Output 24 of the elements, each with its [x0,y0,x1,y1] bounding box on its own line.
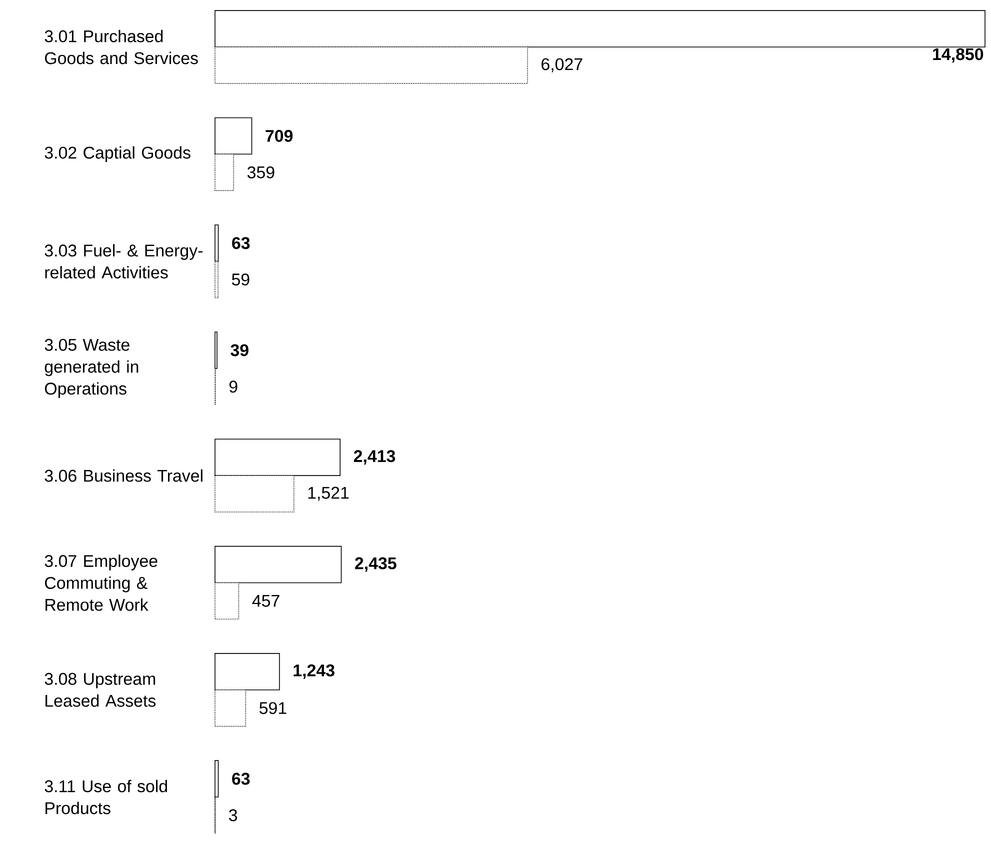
data-label: 359 [247,166,274,178]
y-tick-label: 3.07 Employee Commuting & Remote Work [44,554,158,611]
y-tick-label: 3.01 Purchased Goods and Services [44,30,198,64]
data-label: 14,850 [933,48,984,63]
data-label: 457 [252,595,280,607]
y-tick-label: 3.08 Upstream Leased Assets [44,672,156,707]
y-tick-label: 3.06 Business Travel [44,469,202,482]
data-label: 63 [232,237,250,250]
data-label: 63 [232,772,250,785]
data-label: 1,243 [294,664,334,679]
data-label: 2,413 [354,450,396,465]
data-label: 709 [266,130,293,142]
data-label: 3 [228,809,238,822]
data-label: 1,521 [308,486,349,501]
y-tick-label: 3.03 Fuel- & Energy-related Activities [44,244,202,278]
y-tick-label: 3.05 Waste generated in Operations [44,338,138,398]
data-label: 9 [229,380,238,393]
y-tick-label: 3.11 Use of sold Products [44,780,167,814]
data-label: 591 [260,702,286,714]
data-label: 59 [232,274,250,286]
data-label: 6,027 [542,58,582,72]
y-tick-label: 3.02 Captial Goods [44,146,190,162]
data-label: 2,435 [355,557,396,572]
data-label: 39 [230,344,248,356]
